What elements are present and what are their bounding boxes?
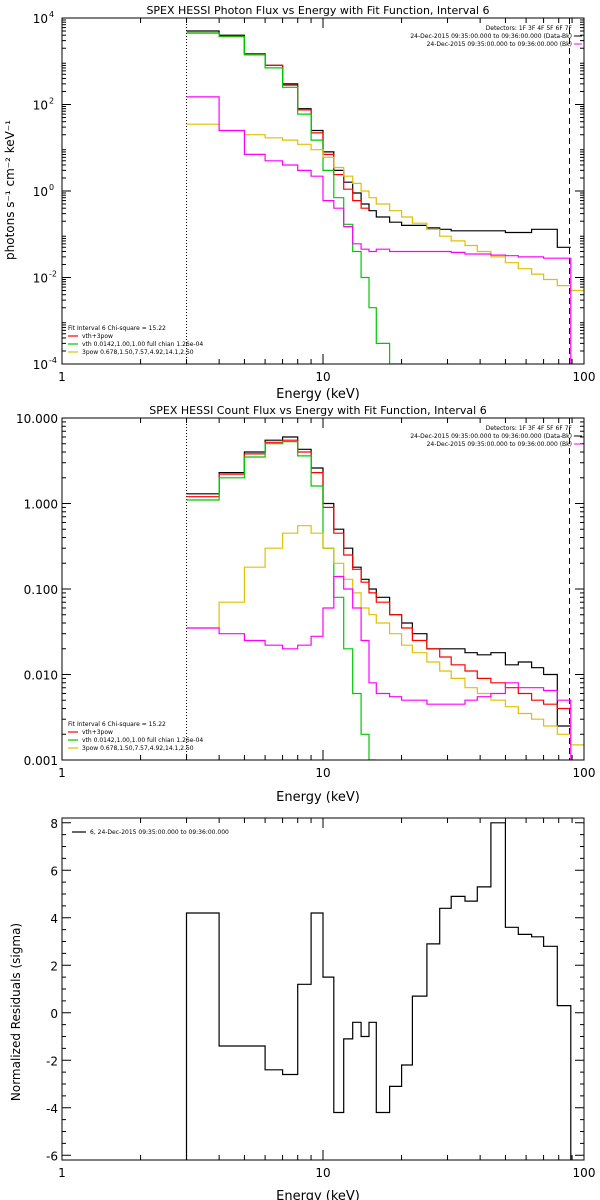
x-axis-label: Energy (keV) — [276, 387, 360, 402]
series-line — [186, 32, 402, 364]
axes-frame — [61, 17, 585, 365]
x-tick-label: 10 — [315, 766, 330, 780]
y-axis-label: photons s⁻¹ cm⁻² keV⁻¹ — [3, 120, 17, 260]
legend-entry: vth 0.0142,1.00,1.00 full chian 1.26e-04 — [82, 341, 203, 348]
axis-ticks: 1 10 100 0.001 0.010 0.100 1.000 10.000 — [16, 412, 595, 780]
y-tick-label: 0 — [50, 1007, 58, 1021]
y-tick-exponent: -4 — [49, 356, 57, 365]
header-line: 24-Dec-2015 09:35:00.000 to 09:36:00.000… — [410, 433, 572, 440]
legend-entry: Fit Interval 6 Chi-square = 15.22 — [68, 325, 166, 332]
header-line: 24-Dec-2015 09:35:00.000 to 09:36:00.000… — [410, 33, 572, 40]
plot-area — [185, 822, 572, 1160]
plot-area — [186, 18, 584, 364]
x-tick-label: 1 — [58, 1166, 66, 1180]
y-tick-label: 6 — [50, 864, 58, 878]
header-text: Detectors: 1F 3F 4F 5F 6F 7F24-Dec-2015 … — [410, 425, 582, 448]
x-tick-label: 10 — [315, 370, 330, 384]
count-flux-panel: SPEX HESSI Count Flux vs Energy with Fit… — [16, 404, 595, 805]
header-line: Detectors: 1F 3F 4F 5F 6F 7F — [486, 425, 573, 432]
y-tick-label: -2 — [46, 1054, 58, 1068]
legend-entry: vth+3pow — [82, 333, 113, 340]
legend: Fit Interval 6 Chi-square = 15.22vth+3po… — [68, 721, 203, 752]
series-line — [185, 822, 572, 1160]
header-line: 24-Dec-2015 09:35:00.000 to 09:36:00.000… — [427, 441, 572, 448]
x-tick-label: 1 — [58, 766, 66, 780]
legend-entry: vth+3pow — [82, 729, 113, 736]
x-tick-label: 100 — [573, 1166, 596, 1180]
legend: Fit Interval 6 Chi-square = 15.22vth+3po… — [68, 325, 203, 356]
y-tick-label: 2 — [50, 959, 58, 973]
residuals-panel: Normalized Residuals (sigma) Energy (keV… — [9, 817, 595, 1200]
series-line — [186, 436, 571, 727]
y-tick-label: 10 — [33, 185, 48, 199]
series-line — [186, 575, 572, 760]
y-tick-label: -4 — [46, 1102, 58, 1116]
y-tick-exponent: 4 — [49, 10, 54, 19]
panel-title: SPEX HESSI Count Flux vs Energy with Fit… — [149, 404, 486, 417]
legend-entry: 3pow 0.678,1.50,7.57,4.92,14.1,2.50 — [82, 745, 194, 752]
series-line — [186, 30, 571, 248]
x-tick-label: 10 — [315, 1166, 330, 1180]
y-tick-label: 8 — [50, 817, 58, 831]
header-line: 24-Dec-2015 09:35:00.000 to 09:36:00.000… — [427, 41, 572, 48]
legend-entry: 3pow 0.678,1.50,7.57,4.92,14.1,2.50 — [82, 349, 194, 356]
legend-entry: vth 0.0142,1.00,1.00 full chian 1.26e-04 — [82, 737, 203, 744]
y-tick-label: 10.000 — [16, 412, 58, 426]
axes-frame — [61, 417, 585, 761]
y-tick-exponent: -2 — [49, 270, 57, 279]
panel-title: SPEX HESSI Photon Flux vs Energy with Fi… — [146, 4, 489, 17]
plot-area — [186, 418, 584, 760]
x-tick-label: 1 — [58, 370, 66, 384]
y-tick-label: 0.100 — [24, 583, 58, 597]
series-line — [186, 525, 584, 746]
header-text: Detectors: 1F 3F 4F 5F 6F 7F24-Dec-2015 … — [410, 25, 582, 48]
series-group — [186, 418, 584, 760]
legend-entry: Fit Interval 6 Chi-square = 15.22 — [68, 721, 166, 728]
y-tick-label: 10 — [33, 272, 48, 286]
series-line — [186, 441, 377, 760]
x-tick-label: 100 — [573, 370, 596, 384]
x-axis-label: Energy (keV) — [276, 1189, 360, 1200]
y-tick-label: 0.010 — [24, 669, 58, 683]
x-axis-label: Energy (keV) — [276, 790, 360, 805]
y-axis-label: Normalized Residuals (sigma) — [9, 923, 23, 1101]
y-tick-exponent: 2 — [49, 97, 54, 106]
y-tick-label: 1.000 — [24, 498, 58, 512]
photon-flux-panel: SPEX HESSI Photon Flux vs Energy with Fi… — [3, 4, 595, 402]
y-tick-exponent: 0 — [49, 183, 54, 192]
legend-entry: 6, 24-Dec-2015 09:35:00.000 to 09:36:00.… — [90, 829, 229, 836]
y-tick-label: 4 — [50, 912, 58, 926]
axes-frame — [61, 817, 585, 1161]
x-tick-label: 100 — [573, 766, 596, 780]
series-group — [185, 822, 572, 1160]
y-tick-label: 0.001 — [24, 754, 58, 768]
series-line — [186, 123, 584, 292]
y-tick-label: -6 — [46, 1149, 58, 1163]
y-tick-label: 10 — [33, 12, 48, 26]
axis-ticks: 1 10 100 -6 -4 -2 0 2 4 6 8 — [46, 817, 595, 1180]
y-tick-label: 10 — [33, 99, 48, 113]
header-line: Detectors: 1F 3F 4F 5F 6F 7F — [486, 25, 573, 32]
series-line — [186, 96, 572, 364]
legend: 6, 24-Dec-2015 09:35:00.000 to 09:36:00.… — [72, 829, 229, 836]
y-tick-label: 10 — [33, 358, 48, 372]
series-group — [186, 18, 584, 364]
